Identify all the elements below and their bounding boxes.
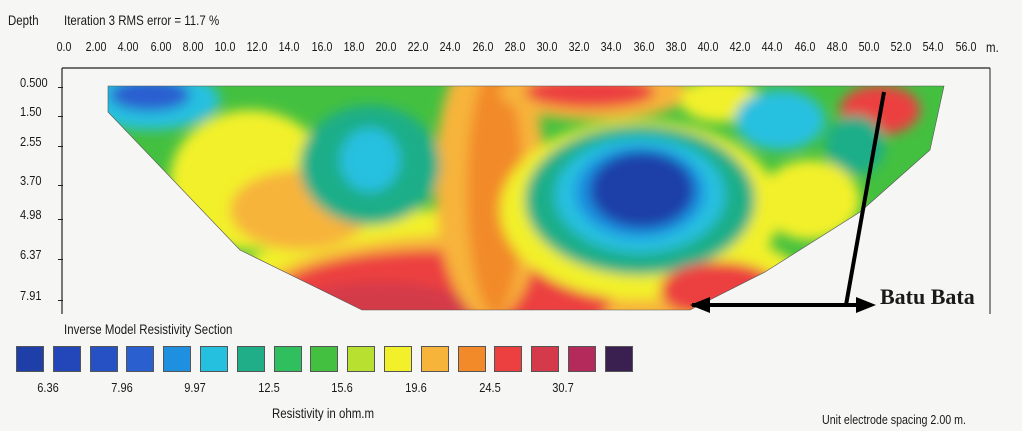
legend-swatch xyxy=(236,346,265,372)
legend-swatch xyxy=(604,346,633,372)
x-tick-label: 24.0 xyxy=(440,39,461,54)
legend-swatch xyxy=(163,346,192,372)
y-tick-label: 1.50 xyxy=(20,104,42,119)
y-tick-mark xyxy=(58,219,63,220)
annotation-line-diagonal xyxy=(844,91,886,306)
y-tick-mark xyxy=(58,185,63,186)
legend-value: 24.5 xyxy=(478,380,501,395)
legend-swatch xyxy=(420,346,449,372)
x-tick-label: 50.0 xyxy=(858,39,880,54)
x-tick-label: 20.0 xyxy=(375,39,397,54)
y-tick-mark xyxy=(58,146,63,147)
x-tick-label: 46.0 xyxy=(794,39,815,54)
legend-value: 9.97 xyxy=(184,380,206,395)
legend-swatch xyxy=(126,346,155,372)
x-tick-label: 38.0 xyxy=(665,39,687,54)
x-tick-label: 10.0 xyxy=(214,39,236,54)
x-tick-label: 6.00 xyxy=(150,39,171,54)
legend-swatch xyxy=(568,346,596,372)
y-tick-mark xyxy=(58,300,63,301)
x-unit-label: m. xyxy=(986,39,999,55)
y-tick-label: 4.98 xyxy=(20,207,42,222)
annotation-label: Batu Bata xyxy=(880,284,975,309)
y-tick-label: 2.55 xyxy=(20,134,42,149)
legend-unit-label: Resistivity in ohm.m xyxy=(272,405,375,421)
x-tick-label: 54.0 xyxy=(923,39,944,54)
y-tick-mark xyxy=(58,116,63,117)
x-tick-label: 40.0 xyxy=(697,39,719,54)
legend-value: 19.6 xyxy=(405,380,427,395)
x-tick-label: 0.0 xyxy=(56,39,72,54)
x-tick-label: 56.0 xyxy=(955,39,976,54)
x-tick-label: 28.0 xyxy=(504,39,526,54)
legend-value: 6.36 xyxy=(37,380,59,395)
x-tick-label: 8.00 xyxy=(182,39,204,54)
x-tick-label: 14.0 xyxy=(279,39,300,54)
x-tick-label: 52.0 xyxy=(890,39,912,54)
legend-swatch xyxy=(457,346,486,372)
legend-swatch xyxy=(310,346,339,372)
legend-swatch xyxy=(52,346,81,372)
x-tick-label: 22.0 xyxy=(407,39,429,54)
y-tick-label: 0.500 xyxy=(20,75,48,90)
legend-swatch xyxy=(531,346,560,372)
y-tick-label: 3.70 xyxy=(20,173,42,188)
legend-value: 15.6 xyxy=(331,380,354,395)
legend-value: 30.7 xyxy=(552,380,574,395)
annotation-arrow-right xyxy=(856,297,876,313)
x-tick-label: 30.0 xyxy=(536,39,558,54)
y-tick-mark xyxy=(58,87,63,88)
x-tick-label: 4.00 xyxy=(118,39,139,54)
x-tick-label: 44.0 xyxy=(762,39,783,54)
x-tick-label: 32.0 xyxy=(568,39,590,54)
legend-swatch xyxy=(16,346,44,372)
iteration-title: Iteration 3 RMS error = 11.7 % xyxy=(64,12,220,28)
legend-swatch xyxy=(89,346,118,372)
legend-swatch xyxy=(494,346,523,372)
resistivity-contours xyxy=(108,86,944,310)
x-tick-label: 48.0 xyxy=(826,39,848,54)
annotation-arrow-left xyxy=(690,297,710,313)
legend-swatch xyxy=(273,346,302,372)
legend-value: 7.96 xyxy=(110,380,133,395)
legend-swatch xyxy=(384,346,412,372)
y-tick-label: 7.91 xyxy=(20,288,42,303)
y-tick-mark xyxy=(58,259,63,260)
x-tick-label: 2.00 xyxy=(85,39,107,54)
legend-swatch xyxy=(200,346,228,372)
y-tick-label: 6.37 xyxy=(20,247,42,262)
electrode-spacing-label: Unit electrode spacing 2.00 m. xyxy=(822,412,966,427)
depth-label: Depth xyxy=(8,12,39,28)
x-tick-label: 34.0 xyxy=(601,39,622,54)
legend-swatch xyxy=(347,346,376,372)
x-tick-label: 12.0 xyxy=(246,39,268,54)
x-tick-label: 16.0 xyxy=(311,39,332,54)
x-tick-label: 18.0 xyxy=(343,39,365,54)
x-tick-label: 42.0 xyxy=(729,39,751,54)
legend-value: 12.5 xyxy=(258,380,280,395)
section-title: Inverse Model Resistivity Section xyxy=(64,321,233,337)
x-tick-label: 26.0 xyxy=(472,39,493,54)
x-tick-label: 36.0 xyxy=(633,39,654,54)
